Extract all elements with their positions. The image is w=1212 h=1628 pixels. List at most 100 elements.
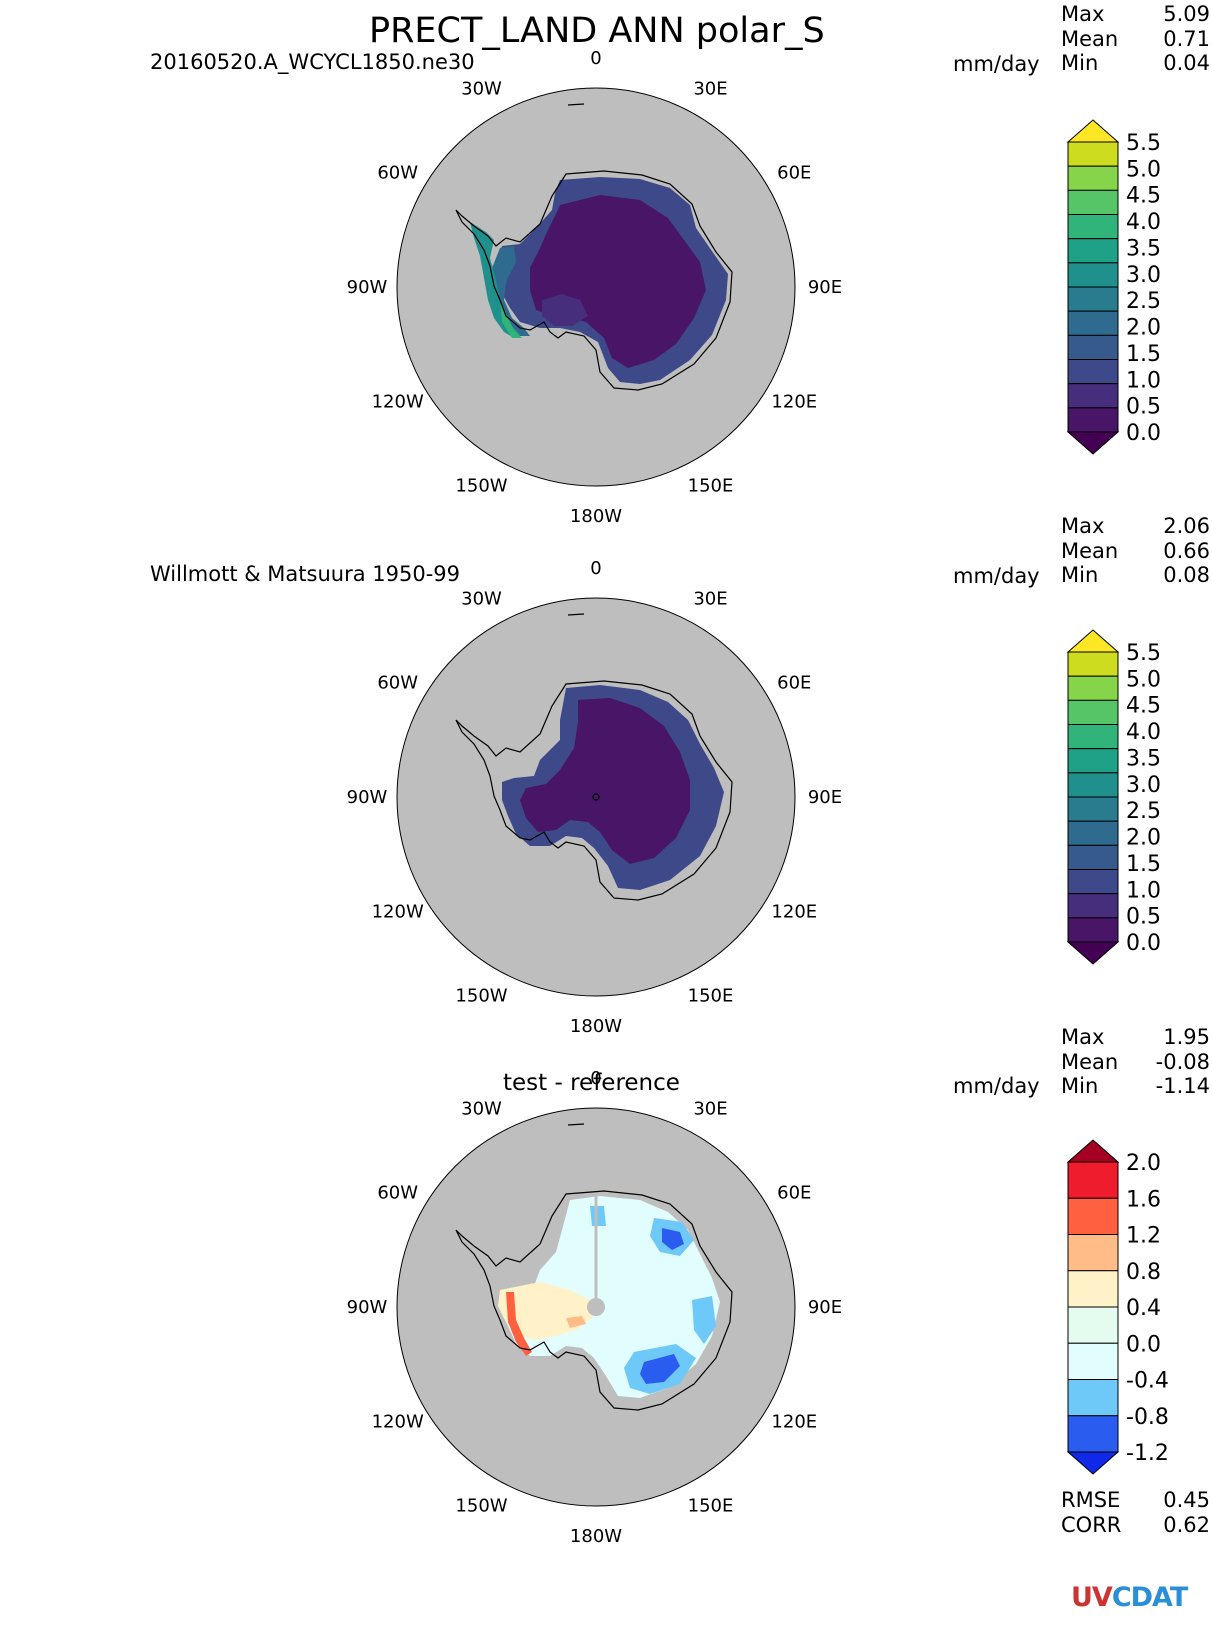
difference-peninsula-positive bbox=[506, 1292, 532, 1356]
reference-colorbar-segment bbox=[1067, 796, 1119, 822]
difference-colorbar-segment bbox=[1067, 1379, 1119, 1417]
reference-colorbar-over bbox=[1066, 629, 1120, 653]
reference-interior bbox=[520, 698, 690, 864]
figure-title: PRECT_LAND ANN polar_S bbox=[369, 11, 825, 51]
lon-label-1-10: 60W bbox=[377, 673, 418, 694]
reference-colorbar-label: 3.0 bbox=[1126, 773, 1161, 798]
logo-uv: UV bbox=[1071, 1582, 1113, 1613]
difference-colorbar-segment bbox=[1067, 1306, 1119, 1344]
difference-ross-positive bbox=[566, 1316, 586, 1328]
test-colorbar-label: 1.5 bbox=[1126, 342, 1161, 367]
lon-label-1-1: 30E bbox=[693, 589, 727, 610]
lon-label-2-5: 150E bbox=[688, 1495, 734, 1516]
test-peninsula-peak bbox=[500, 298, 522, 338]
reference-colorbar-segment bbox=[1067, 724, 1119, 750]
reference-coastline bbox=[455, 613, 733, 901]
reference-min-value: 0.08 bbox=[1163, 563, 1210, 587]
corr-value: 0.62 bbox=[1163, 1513, 1210, 1537]
test-colorbar-segment bbox=[1067, 214, 1119, 240]
test-colorbar-label: 3.0 bbox=[1126, 263, 1161, 288]
reference-mean-label: Mean bbox=[1061, 539, 1119, 563]
test-max-label: Max bbox=[1061, 2, 1105, 26]
test-colorbar: 5.55.04.54.03.53.02.52.01.51.00.50.0 bbox=[1066, 119, 1161, 455]
reference-colorbar-segment bbox=[1067, 820, 1119, 846]
test-colorbar-segment bbox=[1067, 238, 1119, 264]
reference-units: mm/day bbox=[953, 564, 1040, 588]
difference-mean-value: -0.08 bbox=[1155, 1050, 1210, 1074]
reference-colorbar-segment bbox=[1067, 917, 1119, 943]
test-colorbar-label: 5.5 bbox=[1126, 131, 1161, 156]
test-colorbar-segment bbox=[1067, 286, 1119, 312]
lon-label-2-1: 30E bbox=[693, 1099, 727, 1120]
test-map bbox=[396, 87, 796, 487]
reference-colorbar-label: 1.0 bbox=[1126, 878, 1161, 903]
lon-label-2-0: 0 bbox=[590, 1068, 601, 1089]
difference-east-strong-negative bbox=[662, 1228, 684, 1250]
reference-pole-marker bbox=[592, 793, 600, 801]
rmse-value: 0.45 bbox=[1163, 1488, 1210, 1512]
difference-colorbar-label: 0.4 bbox=[1126, 1296, 1161, 1321]
difference-colorbar-label: 0.8 bbox=[1126, 1260, 1161, 1285]
test-colorbar-label: 5.0 bbox=[1126, 157, 1161, 182]
lon-label-2-4: 120E bbox=[771, 1412, 817, 1433]
reference-colorbar-label: 0.5 bbox=[1126, 905, 1161, 930]
reference-max-value: 2.06 bbox=[1163, 514, 1210, 538]
reference-colorbar: 5.55.04.54.03.53.02.52.01.51.00.50.0 bbox=[1066, 629, 1161, 965]
rmse-label: RMSE bbox=[1061, 1488, 1121, 1512]
reference-colorbar-label: 5.5 bbox=[1126, 641, 1161, 666]
longitude-labels: 0 30E 60E 90E 120E 150E 180W 150W 120W 90W 60W 30W 0… bbox=[347, 48, 842, 1547]
difference-coast-negative bbox=[692, 1296, 716, 1344]
test-colorbar-segment bbox=[1067, 383, 1119, 409]
reference-colorbar-segment bbox=[1067, 893, 1119, 919]
reference-colorbar-label: 0.0 bbox=[1126, 931, 1161, 956]
test-colorbar-segment bbox=[1067, 310, 1119, 336]
reference-colorbar-segment bbox=[1067, 748, 1119, 774]
lon-label-1-4: 120E bbox=[771, 902, 817, 923]
test-colorbar-segment bbox=[1067, 189, 1119, 216]
uvcdat-logo: UVCDAT bbox=[1071, 1582, 1188, 1613]
difference-colorbar-segment bbox=[1067, 1234, 1119, 1272]
test-colorbar-segment bbox=[1067, 262, 1119, 288]
reference-colorbar-segment bbox=[1067, 869, 1119, 895]
difference-colorbar-segment bbox=[1067, 1342, 1119, 1380]
difference-label: test - reference bbox=[503, 1070, 680, 1096]
reference-colorbar-label: 2.0 bbox=[1126, 826, 1161, 851]
test-colorbar-segment bbox=[1067, 359, 1119, 385]
reference-map-field bbox=[502, 685, 724, 890]
test-mean-label: Mean bbox=[1061, 27, 1119, 51]
difference-colorbar-label: 1.6 bbox=[1126, 1187, 1161, 1212]
lon-label-2-2: 60E bbox=[777, 1183, 811, 1204]
lon-label-1-7: 150W bbox=[455, 985, 507, 1006]
reference-coastline-path bbox=[455, 680, 733, 901]
difference-pole-missing bbox=[587, 1298, 605, 1316]
difference-colorbar-label: 2.0 bbox=[1126, 1151, 1161, 1176]
test-interior bbox=[530, 195, 706, 368]
test-ross-shelf bbox=[542, 294, 588, 326]
reference-mean-value: 0.66 bbox=[1163, 539, 1210, 563]
difference-coastline-path bbox=[455, 1190, 733, 1411]
lon-label-1-8: 120W bbox=[372, 902, 424, 923]
reference-max-label: Max bbox=[1061, 514, 1105, 538]
test-colorbar-label: 0.0 bbox=[1126, 421, 1161, 446]
test-coastline-path bbox=[455, 170, 733, 391]
test-colorbar-over bbox=[1066, 119, 1120, 143]
difference-colorbar-label: -1.2 bbox=[1126, 1441, 1169, 1466]
reference-colorbar-segment bbox=[1067, 772, 1119, 798]
reference-colorbar-segment bbox=[1067, 844, 1119, 871]
difference-island bbox=[567, 1123, 585, 1126]
reference-colorbar-label: 3.5 bbox=[1126, 747, 1161, 772]
lon-label-2-9: 90W bbox=[347, 1297, 388, 1318]
difference-colorbar-label: -0.4 bbox=[1126, 1369, 1169, 1394]
test-colorbar-label: 3.5 bbox=[1126, 237, 1161, 262]
colorbars: 5.55.04.54.03.53.02.52.01.51.00.50.05.55… bbox=[1066, 119, 1169, 1475]
difference-dml-negative bbox=[590, 1206, 606, 1226]
difference-colorbar: 2.0 1.6 1.2 0.8 0.4 0.0 -0.4 -0.8 -1.2 bbox=[1066, 1139, 1169, 1475]
reference-colorbar-label: 5.0 bbox=[1126, 667, 1161, 692]
lon-label-0-7: 150W bbox=[455, 475, 507, 496]
test-min-label: Min bbox=[1061, 51, 1099, 75]
test-colorbar-segment bbox=[1067, 165, 1119, 191]
lon-label-0-2: 60E bbox=[777, 163, 811, 184]
test-case-label: 20160520.A_WCYCL1850.ne30 bbox=[150, 50, 475, 74]
test-colorbar-segment bbox=[1067, 141, 1119, 167]
reference-label: Willmott & Matsuura 1950-99 bbox=[150, 562, 461, 586]
